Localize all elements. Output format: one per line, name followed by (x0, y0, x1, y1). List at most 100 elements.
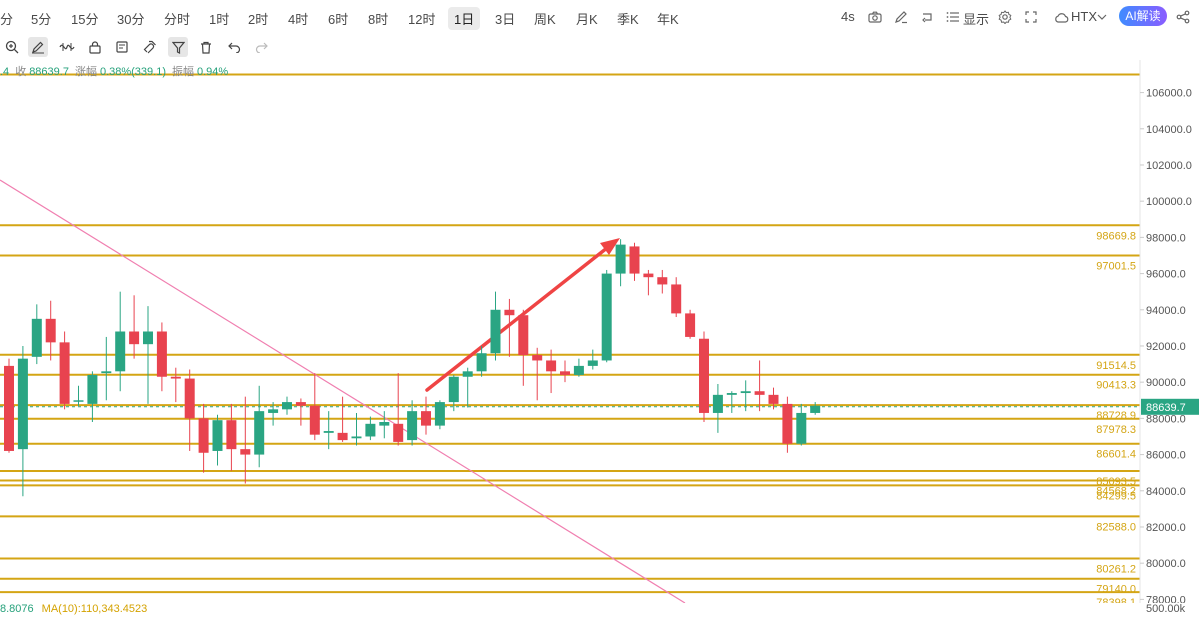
axis-tick-label: 82000.0 (1146, 522, 1186, 534)
lock-icon[interactable] (85, 37, 105, 57)
candle-body (240, 449, 251, 455)
level-label: 90413.3 (1096, 380, 1136, 392)
candle-body (323, 431, 334, 433)
level-label: 98669.8 (1096, 230, 1136, 242)
candle-body (17, 358, 28, 450)
exchange-name: HTX (1071, 9, 1097, 24)
candle (31, 304, 42, 365)
candle-body (476, 353, 487, 372)
candle-body (129, 331, 140, 345)
candle (309, 373, 320, 441)
filter-icon[interactable] (168, 37, 188, 57)
timeframe-month[interactable]: 月K (576, 12, 598, 27)
axis-tick-label: 102000.0 (1146, 160, 1192, 172)
level-label: 88728.9 (1096, 410, 1136, 422)
timeframe-12h[interactable]: 12时 (408, 12, 436, 27)
candle (170, 367, 181, 403)
axis-tick-label: 106000.0 (1146, 88, 1192, 100)
timeframe-2h[interactable]: 2时 (248, 12, 269, 27)
candle-body (685, 313, 696, 337)
candle (379, 411, 390, 439)
candle (295, 398, 306, 426)
indicator-icon[interactable] (57, 37, 77, 57)
level-label: 82588.0 (1096, 521, 1136, 533)
magnet-icon[interactable] (140, 37, 160, 57)
candle (73, 385, 84, 406)
candle (782, 396, 793, 453)
candle-body (768, 394, 779, 404)
axis-tick-label: 100000.0 (1146, 196, 1192, 208)
candle-body (615, 244, 626, 274)
candle-body (365, 423, 376, 437)
red-arrow-head (600, 238, 620, 255)
ai-analysis-button[interactable]: AI解读 (1119, 6, 1167, 26)
timeframe-6h[interactable]: 6时 (328, 12, 349, 27)
candle (532, 347, 543, 401)
timeframe-8h[interactable]: 8时 (368, 12, 389, 27)
candle (587, 349, 598, 370)
candle (615, 239, 626, 287)
axis-tick-label: 78000.0 (1146, 594, 1186, 603)
trash-icon[interactable] (196, 37, 216, 57)
list-icon[interactable] (944, 8, 962, 26)
candlestick-chart[interactable]: 98669.8 97001.5 91514.5 90413.3 88728.9 87978… (0, 60, 1199, 603)
amplitude-label: 振幅 (172, 66, 194, 78)
candle (254, 385, 265, 468)
candle-body (282, 402, 292, 410)
timeframe-15m[interactable]: 15分 (71, 12, 99, 27)
timeframe-30m[interactable]: 30分 (117, 12, 145, 27)
level-label: 91514.5 (1096, 360, 1136, 372)
timeframe-minute[interactable]: 分 (0, 12, 14, 27)
timeframe-year[interactable]: 年K (657, 12, 679, 27)
chevron-down-icon[interactable] (1093, 8, 1111, 26)
share-icon[interactable] (1174, 8, 1192, 26)
candle-body (31, 318, 42, 357)
candles (4, 239, 821, 497)
candle (129, 295, 140, 359)
timeframe-1h[interactable]: 1时 (209, 12, 230, 27)
candle (504, 298, 515, 357)
level-label: 79140.0 (1096, 584, 1136, 596)
camera-icon[interactable] (866, 8, 884, 26)
display-menu[interactable]: 显示 (963, 12, 990, 27)
candle (4, 358, 14, 453)
candle-body (198, 418, 209, 453)
candle (796, 403, 807, 446)
current-price-label: 88639.7 (1146, 402, 1186, 414)
timeframe-5m[interactable]: 5分 (31, 12, 52, 27)
timeframe-week[interactable]: 周K (534, 12, 556, 27)
level-label: 97001.5 (1096, 260, 1136, 272)
fullscreen-icon[interactable] (1022, 8, 1040, 26)
candle-body (601, 273, 612, 361)
redo-icon (252, 37, 272, 57)
candle (726, 391, 737, 413)
undo-icon[interactable] (224, 37, 244, 57)
draw-pen-icon[interactable] (28, 37, 48, 57)
candle (671, 277, 682, 318)
timeframe-4h[interactable]: 4时 (288, 12, 309, 27)
replay-icon[interactable] (918, 8, 936, 26)
candle-body (546, 360, 557, 372)
zoom-in-icon[interactable] (2, 37, 22, 57)
pencil-icon[interactable] (892, 8, 910, 26)
timeframe-1d[interactable]: 1日 (448, 7, 481, 30)
candle-body (699, 338, 709, 413)
change-label: 涨幅 (74, 66, 97, 78)
candle (101, 336, 112, 401)
candle-body (532, 355, 543, 361)
candle-body (587, 360, 598, 366)
timeframe-3d[interactable]: 3日 (495, 12, 516, 27)
candle (87, 371, 98, 422)
candle (476, 345, 487, 377)
template-icon[interactable] (112, 37, 132, 57)
timeframe-time-share[interactable]: 分时 (164, 12, 191, 27)
change-value: 0.38%(339.1) (99, 66, 166, 78)
settings-gear-icon[interactable] (996, 8, 1014, 26)
volume-ma-row: 8.8076 MA(10):110,343.4523 (0, 603, 147, 615)
candle (462, 367, 473, 408)
timeframe-quarter[interactable]: 季K (617, 12, 639, 27)
exchange-selector[interactable]: HTX (1071, 9, 1097, 24)
candle (282, 396, 292, 415)
candle (629, 242, 640, 281)
candle (768, 387, 779, 410)
